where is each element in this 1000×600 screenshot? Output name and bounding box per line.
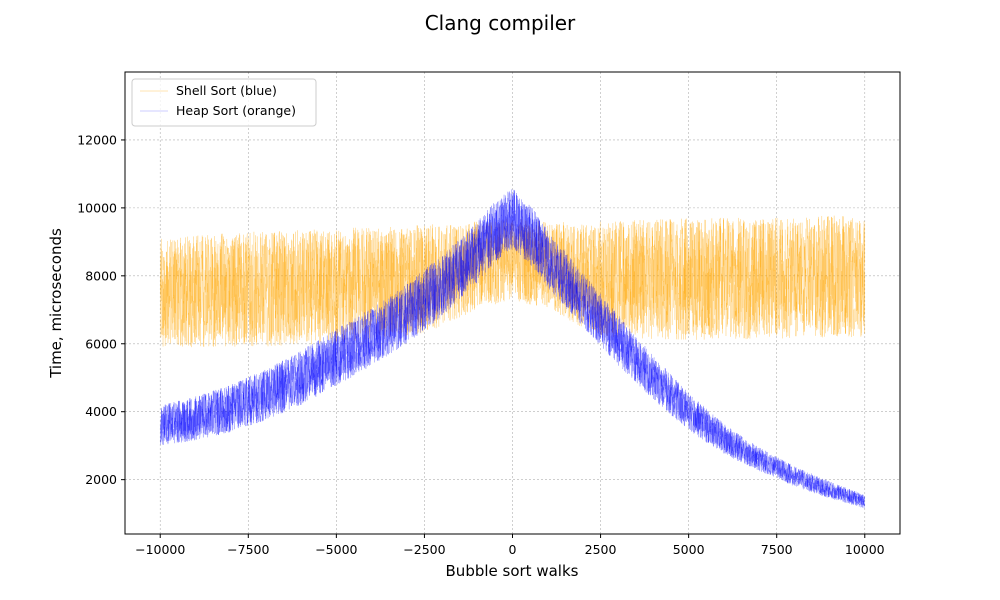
x-tick-label: −10000 (135, 542, 185, 557)
series-trace (160, 190, 865, 509)
legend-label-heap: Heap Sort (orange) (176, 103, 296, 118)
series-heap-sort (160, 215, 865, 348)
legend: Shell Sort (blue) Heap Sort (orange) (131, 78, 317, 127)
x-tick-label: 5000 (673, 542, 705, 557)
x-tick-label: −5000 (315, 542, 357, 557)
series-layer (160, 189, 865, 509)
legend-box (131, 78, 317, 127)
y-tick-label: 10000 (77, 200, 117, 215)
x-tick-label: 10000 (845, 542, 885, 557)
y-tick-label: 2000 (85, 472, 117, 487)
series-trace (160, 191, 865, 505)
series-trace (160, 189, 865, 508)
x-tick-label: −7500 (227, 542, 269, 557)
legend-label-shell: Shell Sort (blue) (176, 83, 277, 98)
y-tick-label: 6000 (85, 336, 117, 351)
x-tick-label: −2500 (403, 542, 445, 557)
y-tick-label: 4000 (85, 404, 117, 419)
chart-title: Clang compiler (425, 11, 576, 35)
x-tick-label: 7500 (761, 542, 793, 557)
y-tick-label: 12000 (77, 132, 117, 147)
y-axis-ticks: 2000 4000 6000 8000 10000 12000 (77, 132, 125, 487)
x-tick-label: 2500 (585, 542, 617, 557)
x-tick-label: 0 (509, 542, 517, 557)
series-shell-sort (160, 189, 865, 509)
y-tick-label: 8000 (85, 268, 117, 283)
series-trace (160, 216, 865, 347)
series-trace (160, 189, 865, 507)
y-axis-label: Time, microseconds (47, 228, 65, 379)
x-axis-ticks: −10000 −7500 −5000 −2500 0 2500 5000 7500 10000 (135, 534, 885, 557)
x-axis-label: Bubble sort walks (446, 562, 579, 580)
